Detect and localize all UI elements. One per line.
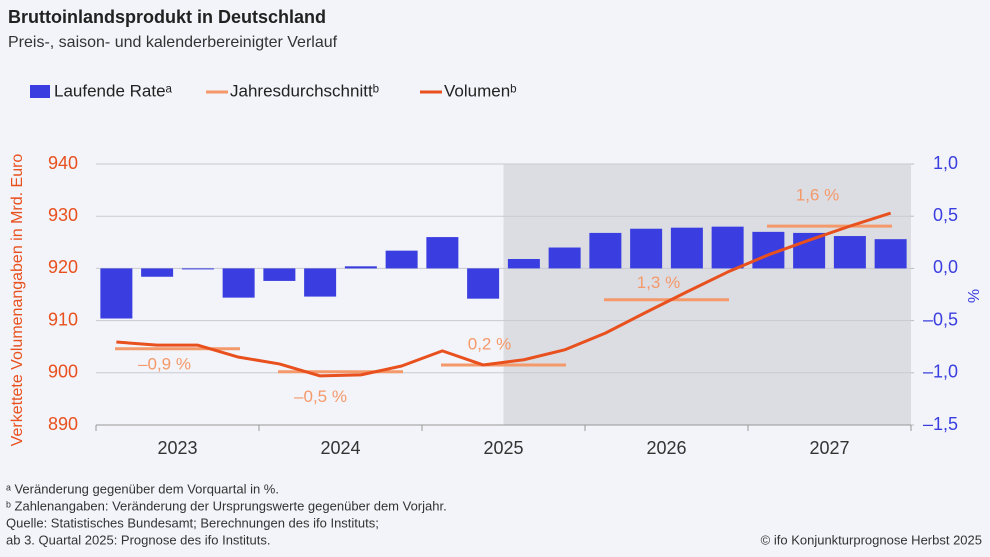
legend-swatch [30,85,50,98]
bar [589,232,622,269]
bar [467,268,500,299]
y-tick-label: 910 [48,309,78,329]
footnote: ᵇ Zahlenangaben: Veränderung der Ursprun… [6,498,447,513]
annotation: –0,9 % [138,354,191,373]
y2-tick-label: –1,0 [923,362,958,382]
annotation: 0,2 % [468,334,511,353]
forecast-area [503,164,911,425]
annotation: 1,3 % [637,273,680,292]
chart-subtitle: Preis-, saison- und kalenderbereinigter … [8,34,338,51]
y2-tick-label: 0,5 [933,205,958,225]
bar [344,266,377,269]
annotation: 1,6 % [796,186,839,205]
bar [874,239,907,269]
y-tick-label: 920 [48,257,78,277]
x-tick-label: 2027 [809,438,849,458]
y2-tick-label: 1,0 [933,153,958,173]
bar [507,259,540,269]
legend-label: Jahresdurchschnittᵇ [230,81,379,100]
y2-axis-title: % [964,289,981,303]
bar [100,268,133,319]
legend-label: Volumenᵇ [444,81,517,100]
y-tick-label: 890 [48,414,78,434]
chart-title: Bruttoinlandsprodukt in Deutschland [8,7,326,27]
y2-tick-label: –0,5 [923,309,958,329]
bar [670,227,703,269]
bar [630,228,663,269]
bar [711,226,744,269]
bar [222,268,255,298]
legend-label: Laufende Rateᵃ [54,81,173,100]
bar [833,236,866,269]
bar [793,232,826,269]
y2-tick-label: 0,0 [933,257,958,277]
x-tick-label: 2026 [646,438,686,458]
y2-tick-label: –1,5 [923,414,958,434]
volume-line [116,211,892,378]
footnote: ᵃ Veränderung gegenüber dem Vorquartal i… [6,481,279,496]
bar [548,247,581,269]
bar [385,250,418,269]
y-axis-title: Verkettete Volumenangaben in Mrd. Euro [9,154,26,447]
x-tick-label: 2024 [320,438,360,458]
annotation: –0,5 % [294,387,347,406]
bar [141,268,174,277]
y-tick-label: 900 [48,362,78,382]
bar [426,237,459,269]
source: © ifo Konjunkturprognose Herbst 2025 [761,532,982,547]
footnote: Quelle: Statistisches Bundesamt; Berechn… [6,515,379,530]
bar [263,268,296,281]
x-tick-label: 2025 [483,438,523,458]
bar [181,268,214,270]
y-tick-label: 930 [48,205,78,225]
y-tick-label: 940 [48,153,78,173]
x-tick-label: 2023 [157,438,197,458]
bar [304,268,337,297]
footnote: ab 3. Quartal 2025: Prognose des ifo Ins… [6,532,271,547]
